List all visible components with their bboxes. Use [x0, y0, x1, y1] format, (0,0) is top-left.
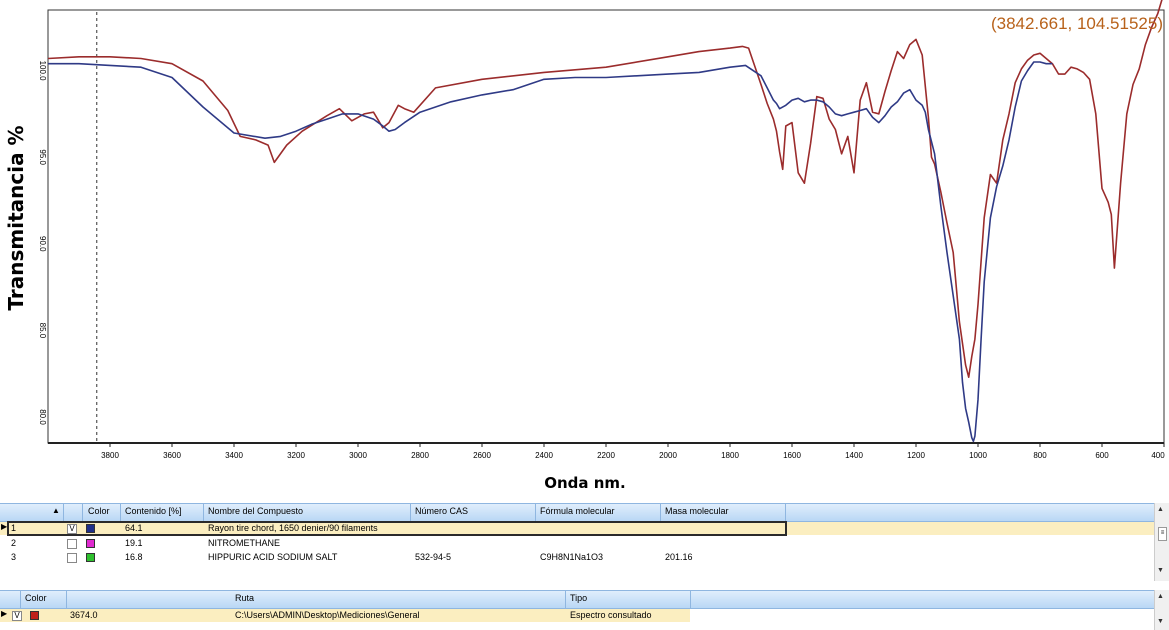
col-color-header[interactable]: Color	[88, 506, 110, 516]
compound-name-cell: NITROMETHANE	[208, 538, 280, 548]
x-tick-label: 2200	[597, 451, 615, 460]
spectra-scrollbar[interactable]: ▲ ▼	[1154, 590, 1169, 630]
color-swatch	[86, 524, 95, 533]
type-cell: Espectro consultado	[570, 610, 652, 620]
row-number: 1	[11, 523, 17, 533]
mass-cell: 201.16	[665, 552, 693, 562]
x-tick-label: 3200	[287, 451, 305, 460]
compound-name-cell: Rayon tire chord, 1650 denier/90 filamen…	[208, 523, 378, 533]
x-tick-label: 3800	[101, 451, 119, 460]
color-swatch	[86, 539, 95, 548]
sort-arrow-icon[interactable]: ▲	[52, 506, 60, 515]
row-checkbox[interactable]	[67, 539, 77, 549]
series-line-red	[47, 0, 1163, 379]
col-type-header[interactable]: Tipo	[570, 593, 588, 603]
col-content-header[interactable]: Contenido [%]	[125, 506, 182, 516]
scroll-down-icon[interactable]: ▼	[1157, 618, 1164, 625]
spectrum-id-cell: 3674.0	[70, 610, 98, 620]
x-tick-label: 800	[1033, 451, 1047, 460]
compounds-scrollbar[interactable]: ▲ ≡ ▼	[1154, 503, 1169, 581]
col-name-header[interactable]: Nombre del Compuesto	[208, 506, 304, 516]
row-checkbox[interactable]	[67, 553, 77, 563]
y-tick-label: 95.0	[38, 149, 47, 165]
table-row[interactable]: 2 19.1 NITROMETHANE	[0, 537, 1155, 550]
scroll-up-icon[interactable]: ▲	[1157, 506, 1164, 513]
compounds-table: ▲ Color Contenido [%] Nombre del Compues…	[0, 503, 1169, 583]
x-tick-label: 2000	[659, 451, 677, 460]
color-swatch	[86, 553, 95, 562]
y-tick-label: 85.0	[38, 323, 47, 339]
scroll-up-icon[interactable]: ▲	[1157, 593, 1164, 600]
col-color-header[interactable]: Color	[25, 593, 47, 603]
x-tick-label: 3600	[163, 451, 181, 460]
x-tick-label: 1200	[907, 451, 925, 460]
compounds-table-header: ▲ Color Contenido [%] Nombre del Compues…	[0, 503, 1169, 522]
x-tick-label: 600	[1095, 451, 1109, 460]
row-checkbox[interactable]: V	[67, 524, 77, 534]
x-tick-label: 2400	[535, 451, 553, 460]
formula-cell: C9H8N1Na1O3	[540, 552, 604, 562]
col-path-header[interactable]: Ruta	[235, 593, 255, 603]
cursor-readout: (3842.661, 104.51525)	[990, 14, 1163, 33]
spectra-table: Color Ruta Tipo ▶ V 3674.0 C:\Users\ADMI…	[0, 590, 1169, 630]
x-tick-label: 1000	[969, 451, 987, 460]
x-axis-label: Onda nm.	[544, 474, 626, 492]
table-row[interactable]: 3 16.8 HIPPURIC ACID SODIUM SALT 532-94-…	[0, 551, 1155, 564]
path-cell: C:\Users\ADMIN\Desktop\Mediciones\Genera…	[235, 610, 420, 620]
content-cell: 16.8	[125, 552, 143, 562]
y-axis-label: Transmitancia %	[4, 125, 28, 311]
cas-cell: 532-94-5	[415, 552, 452, 562]
compound-name-cell: HIPPURIC ACID SODIUM SALT	[208, 552, 338, 562]
selected-row-outline	[7, 521, 787, 536]
y-tick-label: 80.0	[38, 409, 47, 425]
x-tick-label: 3400	[225, 451, 243, 460]
spectra-table-header: Color Ruta Tipo	[0, 590, 1169, 609]
row-checkbox[interactable]: V	[12, 611, 22, 621]
row-number: 3	[11, 552, 17, 562]
content-cell: 64.1	[125, 523, 143, 533]
x-tick-label: 1400	[845, 451, 863, 460]
row-pointer-icon: ▶	[1, 609, 8, 618]
x-tick-label: 400	[1151, 451, 1165, 460]
row-pointer-icon: ▶	[1, 522, 8, 531]
row-number: 2	[11, 538, 17, 548]
plot-area	[47, 9, 1165, 444]
color-swatch	[30, 611, 39, 620]
table-row[interactable]: ▶ 1 V 64.1 Rayon tire chord, 1650 denier…	[0, 522, 1155, 535]
ir-spectrum-chart: 3800 3600 3400 3200 3000 2800 2600 2400 2200 2000…	[38, 0, 1165, 460]
col-mass-header[interactable]: Masa molecular	[665, 506, 729, 516]
y-tick-label: 100.0	[38, 61, 47, 82]
x-tick-label: 1600	[783, 451, 801, 460]
scroll-down-icon[interactable]: ▼	[1157, 567, 1164, 574]
x-tick-label: 2600	[473, 451, 491, 460]
x-tick-label: 2800	[411, 451, 429, 460]
series-line-blue	[48, 61, 1053, 443]
x-tick-label: 3000	[349, 451, 367, 460]
table-row[interactable]: ▶ V 3674.0 C:\Users\ADMIN\Desktop\Medici…	[0, 609, 690, 622]
x-tick-label: 1800	[721, 451, 739, 460]
y-tick-label: 90.0	[38, 236, 47, 252]
col-cas-header[interactable]: Número CAS	[415, 506, 469, 516]
content-cell: 19.1	[125, 538, 143, 548]
scroll-thumb[interactable]: ≡	[1158, 527, 1167, 541]
col-formula-header[interactable]: Fórmula molecular	[540, 506, 615, 516]
